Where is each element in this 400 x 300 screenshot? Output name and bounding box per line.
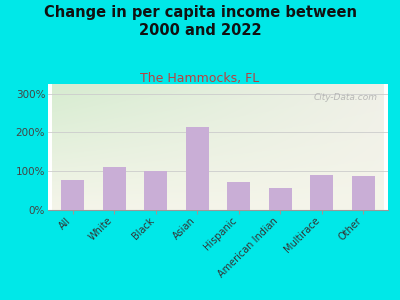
Bar	[62, 180, 84, 210]
Bar	[352, 176, 374, 210]
Bar	[310, 175, 333, 210]
Text: Change in per capita income between
2000 and 2022: Change in per capita income between 2000…	[44, 4, 356, 38]
Text: City-Data.com: City-Data.com	[314, 93, 378, 102]
Bar	[144, 171, 167, 210]
Bar	[103, 167, 126, 210]
Bar	[269, 188, 292, 210]
Text: The Hammocks, FL: The Hammocks, FL	[140, 72, 260, 85]
Bar	[186, 127, 209, 210]
Bar	[227, 182, 250, 210]
